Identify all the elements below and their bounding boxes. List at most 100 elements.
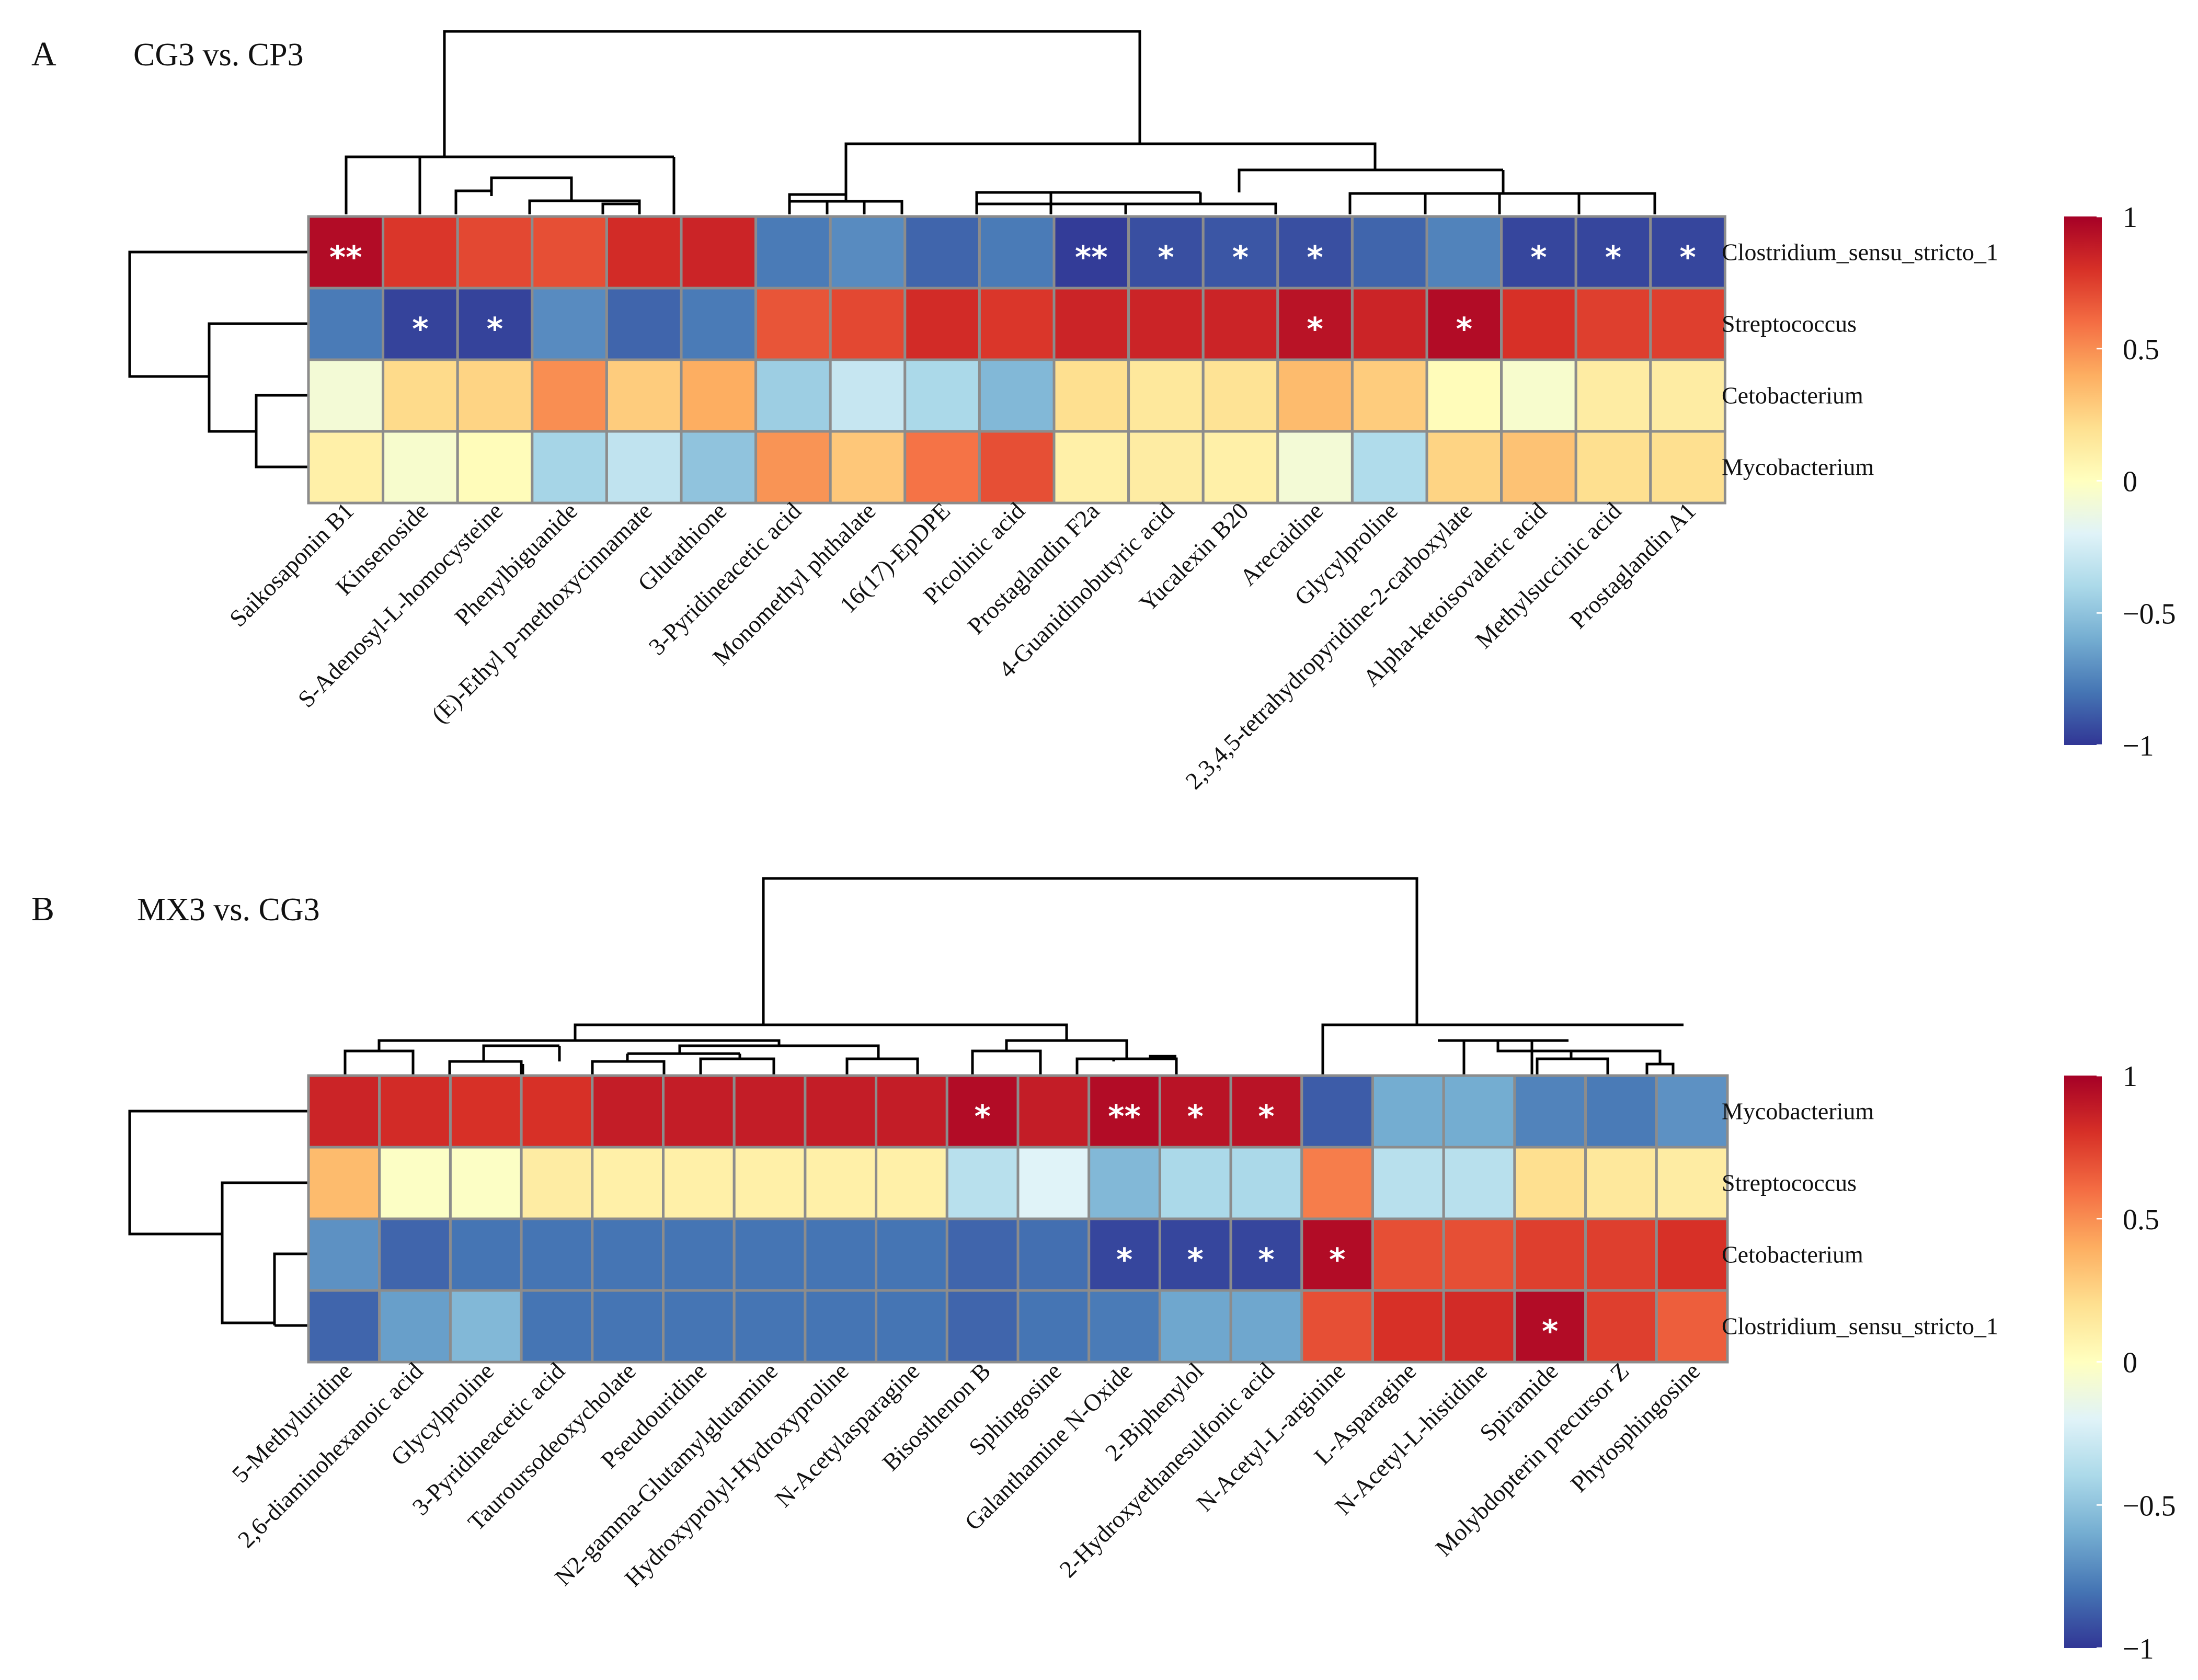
panel-a-column-labels: Saikosaponin B1KinsenosideS-Adenosyl-L-h… <box>224 497 1701 794</box>
significance-marker: * <box>1307 311 1323 348</box>
heatmap-cell <box>307 1074 381 1149</box>
significance-marker: * <box>1232 239 1249 276</box>
heatmap-cell <box>307 358 385 433</box>
colorbar-tick-label: −0.5 <box>2123 1490 2176 1522</box>
significance-marker: * <box>1530 239 1547 276</box>
heatmap-cell <box>1500 287 1577 361</box>
heatmap-cell <box>978 358 1056 433</box>
heatmap-cell <box>875 1074 948 1149</box>
heatmap-cell <box>1655 1074 1729 1149</box>
heatmap-cell <box>1016 1217 1091 1292</box>
heatmap-cell <box>1584 1074 1658 1149</box>
heatmap-cell <box>520 1289 594 1364</box>
significance-marker: * <box>1187 1242 1204 1278</box>
panel-a-heatmap: ** ** * * * * * ** * * * <box>307 215 1726 505</box>
heatmap-cell <box>605 287 683 361</box>
heatmap-cell <box>1127 287 1205 361</box>
heatmap-cell <box>456 287 534 361</box>
heatmap-cell <box>1016 1146 1091 1220</box>
heatmap-cell <box>449 1146 523 1220</box>
col-dendrogram-a <box>345 30 1656 214</box>
colorbar-gradient <box>2064 1076 2102 1648</box>
colorbar-tick-label: 0.5 <box>2123 1204 2159 1236</box>
col-dendrogram-b <box>344 877 1684 1075</box>
colorbar-tick-label: −0.5 <box>2123 598 2176 630</box>
heatmap-cell <box>449 1074 523 1149</box>
heatmap-cell <box>1513 1217 1587 1292</box>
panel-a-colorbar: 1 0.5 0 −0.5 −1 <box>2064 201 2176 762</box>
heatmap-cell <box>1649 358 1726 433</box>
heatmap-cell <box>978 287 1056 361</box>
significance-marker: * <box>1307 239 1323 276</box>
heatmap-cell <box>680 430 758 505</box>
colorbar-gradient <box>2064 216 2102 745</box>
row-dendrogram-a <box>128 250 308 468</box>
heatmap-cell <box>1300 1289 1375 1364</box>
heatmap-cell <box>754 287 832 361</box>
heatmap-cell <box>1087 1217 1161 1292</box>
heatmap-cell <box>875 1289 948 1364</box>
column-label: Phytosphingosine <box>1565 1357 1705 1497</box>
heatmap-cell <box>1442 1146 1516 1220</box>
heatmap-cell <box>1574 287 1652 361</box>
heatmap-cell <box>680 358 758 433</box>
heatmap-cell <box>1584 1217 1658 1292</box>
heatmap-cell <box>903 430 981 505</box>
heatmap-cell <box>1371 1289 1445 1364</box>
panel-a-row-labels: Clostridium_sensu_stricto_1 Streptococcus… <box>1722 239 1998 481</box>
heatmap-cell <box>520 1074 594 1149</box>
heatmap-cell <box>378 1146 452 1220</box>
heatmap-cell <box>754 430 832 505</box>
heatmap-cell <box>732 1217 807 1292</box>
heatmap-cell <box>1052 358 1130 433</box>
colorbar-tick-label: 1 <box>2123 1060 2137 1093</box>
row-label: Mycobacterium <box>1722 454 1874 481</box>
heatmap-cell <box>875 1146 948 1220</box>
heatmap-cell <box>804 1289 878 1364</box>
panel-b-letter: B <box>31 890 54 928</box>
row-label: Streptococcus <box>1722 1170 1857 1196</box>
heatmap-cell <box>732 1146 807 1220</box>
heatmap-cell <box>1584 1289 1658 1364</box>
row-dendrogram-b <box>128 1110 308 1327</box>
heatmap-cell <box>804 1217 878 1292</box>
heatmap-cell <box>1158 1146 1232 1220</box>
heatmap-cell <box>520 1146 594 1220</box>
panel-b-colorbar: 1 0.5 0 −0.5 −1 <box>2064 1060 2176 1665</box>
panel-b-row-labels: Mycobacterium Streptococcus Cetobacterium C… <box>1722 1098 1998 1340</box>
heatmap-cell <box>903 215 981 290</box>
heatmap-cell <box>591 1074 665 1149</box>
significance-marker: * <box>1329 1242 1345 1278</box>
heatmap-cell <box>1425 287 1503 361</box>
heatmap-cell <box>1649 215 1726 290</box>
column-label: Prostaglandin F2a <box>962 497 1104 639</box>
heatmap-cell <box>1425 430 1503 505</box>
heatmap-cell <box>1016 1074 1091 1149</box>
heatmap-cell <box>605 358 683 433</box>
heatmap-cell <box>1201 287 1279 361</box>
colorbar-tick-label: 1 <box>2123 201 2137 234</box>
column-label: Prostaglandin A1 <box>1564 497 1701 634</box>
heatmap-cell <box>804 1074 878 1149</box>
heatmap-cell <box>591 1289 665 1364</box>
heatmap-cell <box>754 358 832 433</box>
heatmap-cell <box>456 215 534 290</box>
heatmap-cell <box>680 287 758 361</box>
heatmap-cell <box>945 1289 1020 1364</box>
heatmap-cell <box>1127 358 1205 433</box>
colorbar-tick-label: 0 <box>2123 466 2137 498</box>
heatmap-cell <box>732 1074 807 1149</box>
significance-marker: ** <box>1075 239 1108 276</box>
significance-marker: ** <box>1108 1099 1141 1135</box>
heatmap-cell <box>1574 430 1652 505</box>
heatmap-cell <box>1229 1289 1303 1364</box>
heatmap-cell <box>531 287 608 361</box>
row-label: Streptococcus <box>1722 311 1857 337</box>
row-label: Cetobacterium <box>1722 1241 1863 1268</box>
significance-marker: * <box>1116 1242 1132 1278</box>
heatmap-cell <box>1229 1146 1303 1220</box>
heatmap-cell <box>1655 1289 1729 1364</box>
heatmap-cell <box>1500 430 1577 505</box>
heatmap-cell <box>307 215 385 290</box>
